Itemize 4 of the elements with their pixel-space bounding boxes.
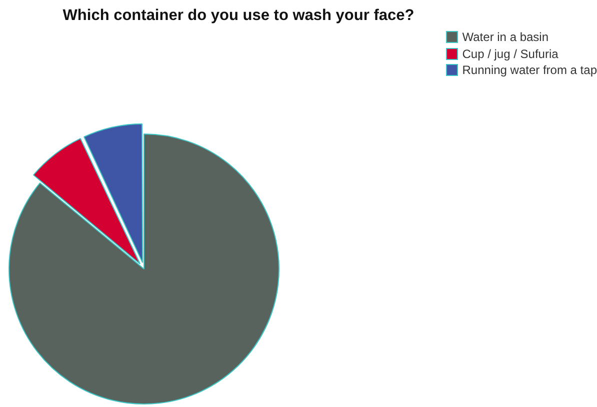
chart-title: Which container do you use to wash your face? <box>62 7 416 25</box>
legend-label: Water in a basin <box>462 29 549 46</box>
legend-label: Cup / jug / Sufuria <box>462 46 558 62</box>
legend-label: Running water from a tap <box>462 62 597 78</box>
